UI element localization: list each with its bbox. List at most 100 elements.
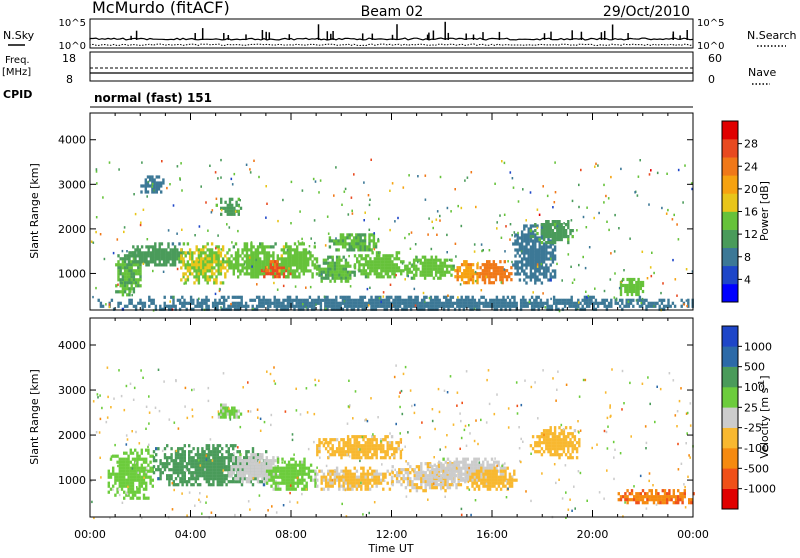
velocity-cell <box>290 464 292 467</box>
power-cell <box>501 272 503 275</box>
power-cell <box>522 299 524 302</box>
power-cell <box>428 259 430 262</box>
power-speck <box>179 177 181 179</box>
power-cell <box>458 299 460 302</box>
velocity-cell <box>263 459 265 462</box>
velocity-cell <box>356 441 358 444</box>
velocity-cell <box>168 474 170 477</box>
velocity-cell <box>329 485 331 488</box>
power-cell <box>191 263 193 266</box>
power-cell <box>261 272 263 275</box>
power-cell <box>359 302 361 305</box>
power-cell <box>238 213 240 216</box>
power-cell <box>172 299 174 302</box>
power-cell <box>411 277 413 280</box>
power-cell <box>148 248 150 251</box>
velocity-cell <box>354 435 356 438</box>
power-cell <box>541 245 543 248</box>
power-cell <box>207 263 209 266</box>
power-speck <box>321 273 323 275</box>
velocity-cell <box>284 476 286 479</box>
power-cell <box>519 254 521 257</box>
velocity-cell <box>334 473 336 476</box>
velocity-cell <box>369 479 371 482</box>
power-cell <box>161 263 163 266</box>
power-cell <box>205 296 207 299</box>
power-cell <box>547 245 549 248</box>
velocity-cell <box>318 438 320 441</box>
velocity-cell <box>145 497 147 500</box>
velocity-cell <box>228 450 230 453</box>
velocity-cell <box>345 441 347 444</box>
power-colorbar-segment <box>722 157 738 175</box>
power-cell <box>302 299 304 302</box>
power-cell <box>535 302 537 305</box>
velocity-cell <box>316 453 318 456</box>
power-cell <box>521 245 523 248</box>
power-cell <box>370 305 372 308</box>
power-speck <box>653 272 655 274</box>
power-cell <box>629 290 631 293</box>
velocity-cell <box>458 464 460 467</box>
power-cell <box>525 266 527 269</box>
power-cell <box>556 229 558 232</box>
power-cell <box>472 296 474 299</box>
power-cell <box>445 299 447 302</box>
velocity-cell <box>186 465 188 468</box>
power-cell <box>196 275 198 278</box>
power-cell <box>525 263 527 266</box>
velocity-cell <box>376 479 378 482</box>
power-cell <box>346 299 348 302</box>
power-cell <box>539 266 541 269</box>
power-speck <box>335 237 337 239</box>
power-cell <box>346 233 348 236</box>
power-cell <box>209 248 211 251</box>
noise-left-label: N.Sky <box>3 29 35 42</box>
power-cell <box>198 281 200 284</box>
power-region <box>620 278 644 296</box>
power-cell <box>384 299 386 302</box>
velocity-cell <box>545 432 547 435</box>
power-cell <box>335 296 337 299</box>
power-cell <box>220 213 222 216</box>
power-speck <box>529 301 531 303</box>
power-cell <box>579 302 581 305</box>
velocity-cell <box>360 479 362 482</box>
power-speck <box>395 274 397 276</box>
velocity-cell <box>268 473 270 476</box>
velocity-cell <box>354 444 356 447</box>
velocity-cell <box>455 486 457 489</box>
power-cell <box>543 226 545 229</box>
power-cell <box>564 299 566 302</box>
velocity-cell <box>303 488 305 491</box>
velocity-cell <box>212 468 214 471</box>
velocity-cell <box>489 488 491 491</box>
velocity-cell <box>277 482 279 485</box>
power-cell <box>252 305 254 308</box>
power-cell <box>187 263 189 266</box>
velocity-cell <box>378 482 380 485</box>
power-speck <box>447 295 449 297</box>
power-cell <box>554 275 556 278</box>
power-cell <box>654 302 656 305</box>
power-cell <box>517 269 519 272</box>
velocity-cell <box>427 483 429 486</box>
velocity-cell <box>327 441 329 444</box>
power-cell <box>289 296 291 299</box>
power-cell <box>311 302 313 305</box>
power-speck <box>429 297 431 299</box>
power-cell <box>282 305 284 308</box>
power-cell <box>561 235 563 238</box>
velocity-cell <box>214 447 216 450</box>
power-cell <box>247 305 249 308</box>
velocity-cell <box>347 470 349 473</box>
power-cell <box>179 299 181 302</box>
velocity-cell <box>250 468 252 471</box>
velocity-cell <box>241 474 243 477</box>
velocity-cell <box>143 488 145 491</box>
velocity-cell <box>345 470 347 473</box>
power-speck <box>288 267 290 269</box>
velocity-cell <box>210 450 212 453</box>
power-speck <box>439 215 441 217</box>
power-cell <box>346 248 348 251</box>
